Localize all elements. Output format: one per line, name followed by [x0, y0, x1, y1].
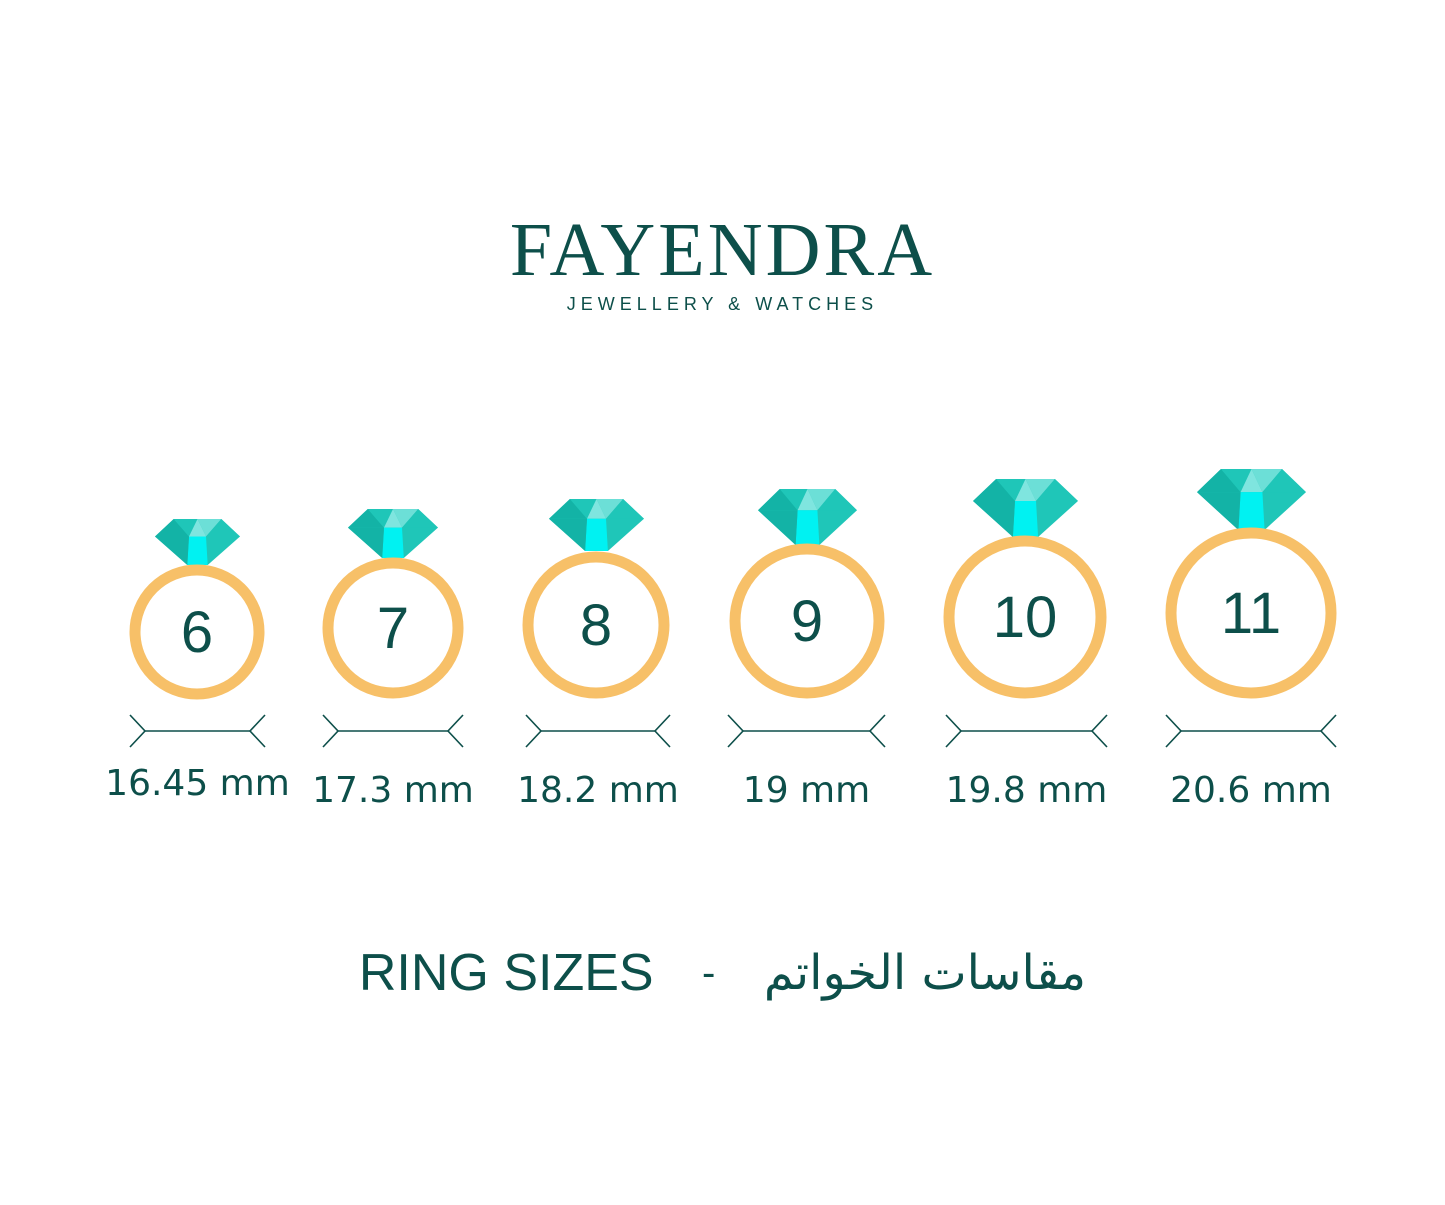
- brand-logo-name: FAYENDRA: [509, 208, 936, 292]
- ring-size-number: 11: [1221, 581, 1281, 646]
- ring-size-number: 6: [181, 600, 213, 665]
- measure-arrow-icon: [525, 714, 671, 748]
- ring-item-10: 10 19.8 mm: [943, 479, 1108, 811]
- ring-icon: [322, 557, 464, 699]
- ring-icon: [729, 543, 885, 699]
- diamond-icon: [758, 489, 857, 545]
- ring-diameter-label: 17.3 mm: [312, 770, 474, 811]
- ring-size-number: 7: [377, 596, 409, 661]
- ring-item-6: 6 16.45 mm: [105, 519, 290, 804]
- diamond-icon: [549, 499, 644, 551]
- ring-icon: [943, 535, 1107, 699]
- diamond-icon: [973, 479, 1078, 537]
- diamond-icon: [1197, 469, 1306, 530]
- footer-title: RING SIZES - مقاسات الخواتم: [0, 940, 1445, 1003]
- ring-icon: [1165, 527, 1337, 699]
- ring-diameter-label: 16.45 mm: [105, 763, 290, 804]
- ring-diameter-label: 18.2 mm: [517, 770, 679, 811]
- measure-arrow-icon: [129, 714, 266, 748]
- title-separator: -: [702, 950, 716, 995]
- ring-size-number: 10: [993, 585, 1058, 650]
- ring-diameter-label: 19.8 mm: [946, 770, 1108, 811]
- ring-item-9: 9 19 mm: [727, 489, 886, 811]
- measure-arrow-icon: [1165, 714, 1337, 748]
- ring-icon: [129, 564, 265, 700]
- measure-arrow-icon: [945, 714, 1108, 748]
- measure-arrow-icon: [727, 714, 886, 748]
- ring-item-7: 7 17.3 mm: [312, 509, 474, 811]
- brand-tagline: JEWELLERY & WATCHES: [566, 294, 879, 314]
- ring-item-8: 8 18.2 mm: [517, 499, 679, 811]
- ring-item-11: 11 20.6 mm: [1165, 469, 1337, 811]
- diamond-icon: [348, 509, 438, 558]
- ring-diameter-label: 19 mm: [743, 770, 870, 811]
- ring-size-number: 8: [580, 593, 612, 658]
- title-english: RING SIZES: [358, 944, 654, 1003]
- diamond-icon: [155, 519, 240, 565]
- title-arabic: مقاسات الخواتم: [763, 945, 1087, 1002]
- measure-arrow-icon: [322, 714, 464, 748]
- ring-icon: [522, 551, 670, 699]
- ring-size-number: 9: [791, 589, 823, 654]
- ring-diameter-label: 20.6 mm: [1170, 770, 1332, 811]
